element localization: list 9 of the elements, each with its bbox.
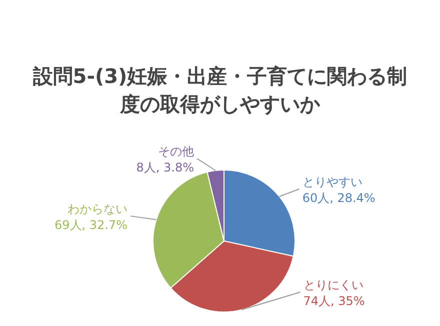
slice-label: わからない <box>68 202 128 216</box>
data-label: 8人, 3.8% <box>136 160 194 175</box>
slice-label: とりやすい <box>302 174 362 189</box>
data-label: 74人, 35% <box>303 294 365 308</box>
slice-label: とりにくい <box>303 278 364 292</box>
data-label: 60人, 28.4% <box>302 190 376 205</box>
data-label: 69人, 32.7% <box>54 218 128 232</box>
chart-title: 設問5-(3)妊娠・出産・子育てに関わる制度の取得がしやすいか <box>32 63 408 118</box>
slice-label: その他 <box>158 144 194 159</box>
